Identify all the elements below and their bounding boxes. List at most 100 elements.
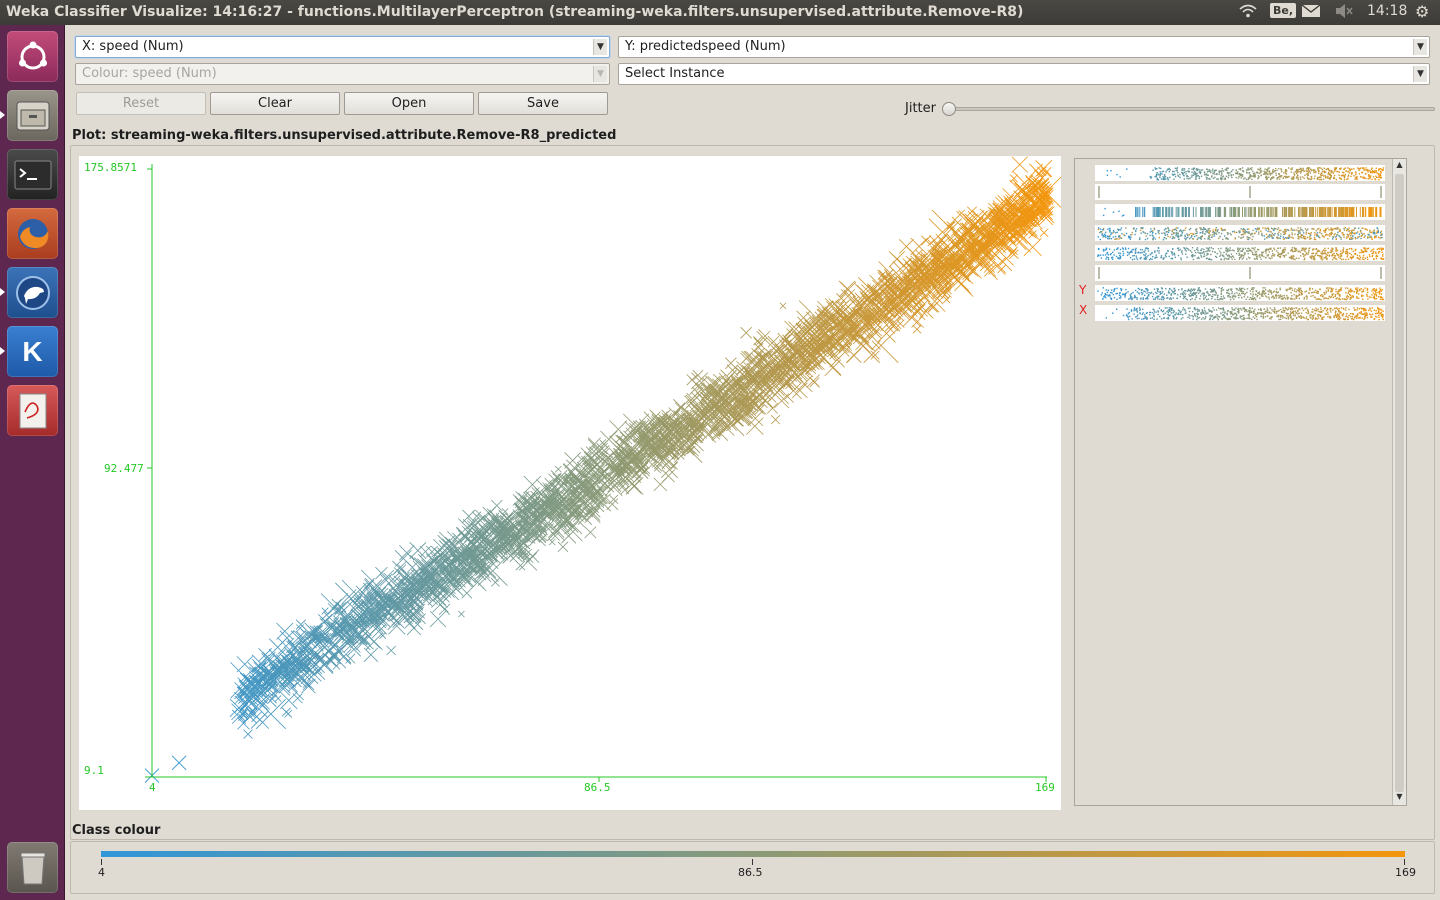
terminal-icon[interactable] (7, 149, 58, 200)
y-axis-select[interactable]: Y: predictedspeed (Num) ▼ (618, 36, 1430, 58)
attribute-point (1255, 230, 1257, 233)
attribute-point (1357, 257, 1359, 259)
data-point (964, 213, 975, 224)
attribute-point (1335, 178, 1338, 181)
data-point (695, 403, 713, 421)
trash-icon[interactable] (7, 842, 58, 893)
attribute-point (1171, 252, 1173, 254)
weka-icon[interactable] (7, 267, 58, 318)
document-viewer-icon[interactable] (7, 385, 58, 436)
attribute-point (1316, 235, 1318, 237)
kile-icon[interactable]: K (7, 326, 58, 377)
attribute-point (1297, 236, 1299, 238)
attribute-point (1163, 177, 1165, 179)
attribute-point (1270, 227, 1273, 229)
attribute-point (1264, 238, 1266, 240)
attribute-point (1268, 257, 1270, 259)
attribute-point (1272, 168, 1274, 171)
attribute-point (1307, 177, 1309, 179)
data-point (797, 352, 813, 367)
attribute-point (1144, 254, 1146, 257)
attribute-point (1256, 258, 1258, 260)
attribute-point (1364, 250, 1366, 253)
attribute-point (1324, 251, 1326, 254)
attribute-point (1258, 207, 1260, 217)
open-button[interactable]: Open (344, 92, 474, 115)
save-button[interactable]: Save (478, 92, 608, 115)
volume-muted-icon[interactable] (1334, 3, 1354, 23)
attribute-point (1368, 175, 1370, 177)
attribute-point (1324, 177, 1327, 179)
data-point (680, 410, 693, 423)
clear-button[interactable]: Clear (210, 92, 340, 115)
colour-select[interactable]: Colour: speed (Num) ▼ (75, 63, 610, 85)
mail-icon[interactable] (1301, 3, 1321, 23)
attribute-point (1208, 237, 1210, 239)
attribute-point (1262, 251, 1264, 253)
attribute-point (1274, 207, 1276, 217)
attribute-point (1199, 172, 1202, 175)
attribute-point (1267, 167, 1269, 170)
attribute-point (1231, 255, 1233, 257)
data-point (980, 256, 991, 267)
attribute-point (1272, 171, 1275, 173)
data-point (464, 527, 479, 543)
x-axis-select[interactable]: X: speed (Num) ▼ (75, 36, 610, 58)
attribute-point (1169, 236, 1171, 238)
attribute-point (1257, 168, 1259, 170)
attribute-point (1381, 234, 1383, 236)
attribute-point (1151, 230, 1154, 232)
attribute-point (1247, 177, 1250, 179)
attribute-point (1296, 171, 1298, 173)
attribute-point (1364, 235, 1366, 237)
attribute-point (1159, 207, 1161, 217)
attribute-point (1284, 247, 1286, 249)
data-point (981, 226, 998, 243)
attribute-point (1314, 258, 1316, 261)
attribute-point (1166, 177, 1169, 179)
attribute-point (1348, 230, 1350, 233)
data-point (624, 465, 633, 474)
attribute-point (1119, 176, 1121, 178)
data-point (761, 380, 770, 389)
reset-button[interactable]: Reset (76, 92, 206, 115)
files-icon[interactable] (7, 90, 58, 141)
jitter-slider[interactable] (945, 107, 1435, 111)
attribute-point (1132, 248, 1135, 251)
attribute-point (1165, 178, 1167, 180)
attribute-point (1320, 172, 1323, 175)
attribute-point (1167, 227, 1169, 229)
attribute-point (1346, 250, 1348, 253)
jitter-slider-handle[interactable] (942, 102, 956, 116)
attribute-point (1238, 207, 1240, 217)
attribute-point (1118, 238, 1120, 240)
clock[interactable]: 14:18 (1367, 3, 1408, 19)
attribute-point (1184, 249, 1186, 251)
data-point (638, 427, 657, 446)
attribute-point (1350, 238, 1352, 240)
attribute-point (1288, 235, 1290, 237)
attribute-point (1195, 230, 1197, 232)
ubuntu-dash-icon[interactable] (7, 31, 58, 82)
attribute-point (1334, 170, 1336, 172)
attribute-bars-panel[interactable]: Y X ▲ ▼ (1074, 158, 1407, 806)
wifi-icon[interactable] (1238, 3, 1258, 23)
attribute-point (1359, 252, 1361, 254)
data-point (796, 323, 812, 340)
attribute-point (1285, 175, 1287, 178)
attribute-point (1203, 227, 1205, 229)
data-point (403, 599, 414, 610)
keyboard-layout-indicator[interactable]: Be, (1270, 3, 1297, 18)
attribute-point (1142, 207, 1144, 217)
scatter-plot-canvas[interactable] (79, 156, 1061, 810)
attribute-point (1367, 171, 1369, 173)
gear-icon[interactable]: ⚙ (1415, 2, 1430, 21)
attribute-point (1356, 207, 1357, 217)
attribute-point (1160, 178, 1163, 180)
select-instance-select[interactable]: Select Instance ▼ (618, 63, 1430, 85)
attribute-point (1262, 227, 1264, 229)
scatter-plot[interactable]: 175.8571 92.477 9.1 4 86.5 169 (79, 156, 1061, 810)
attribute-point (1260, 207, 1262, 217)
attribute-point (1290, 168, 1292, 170)
firefox-icon[interactable] (7, 208, 58, 259)
